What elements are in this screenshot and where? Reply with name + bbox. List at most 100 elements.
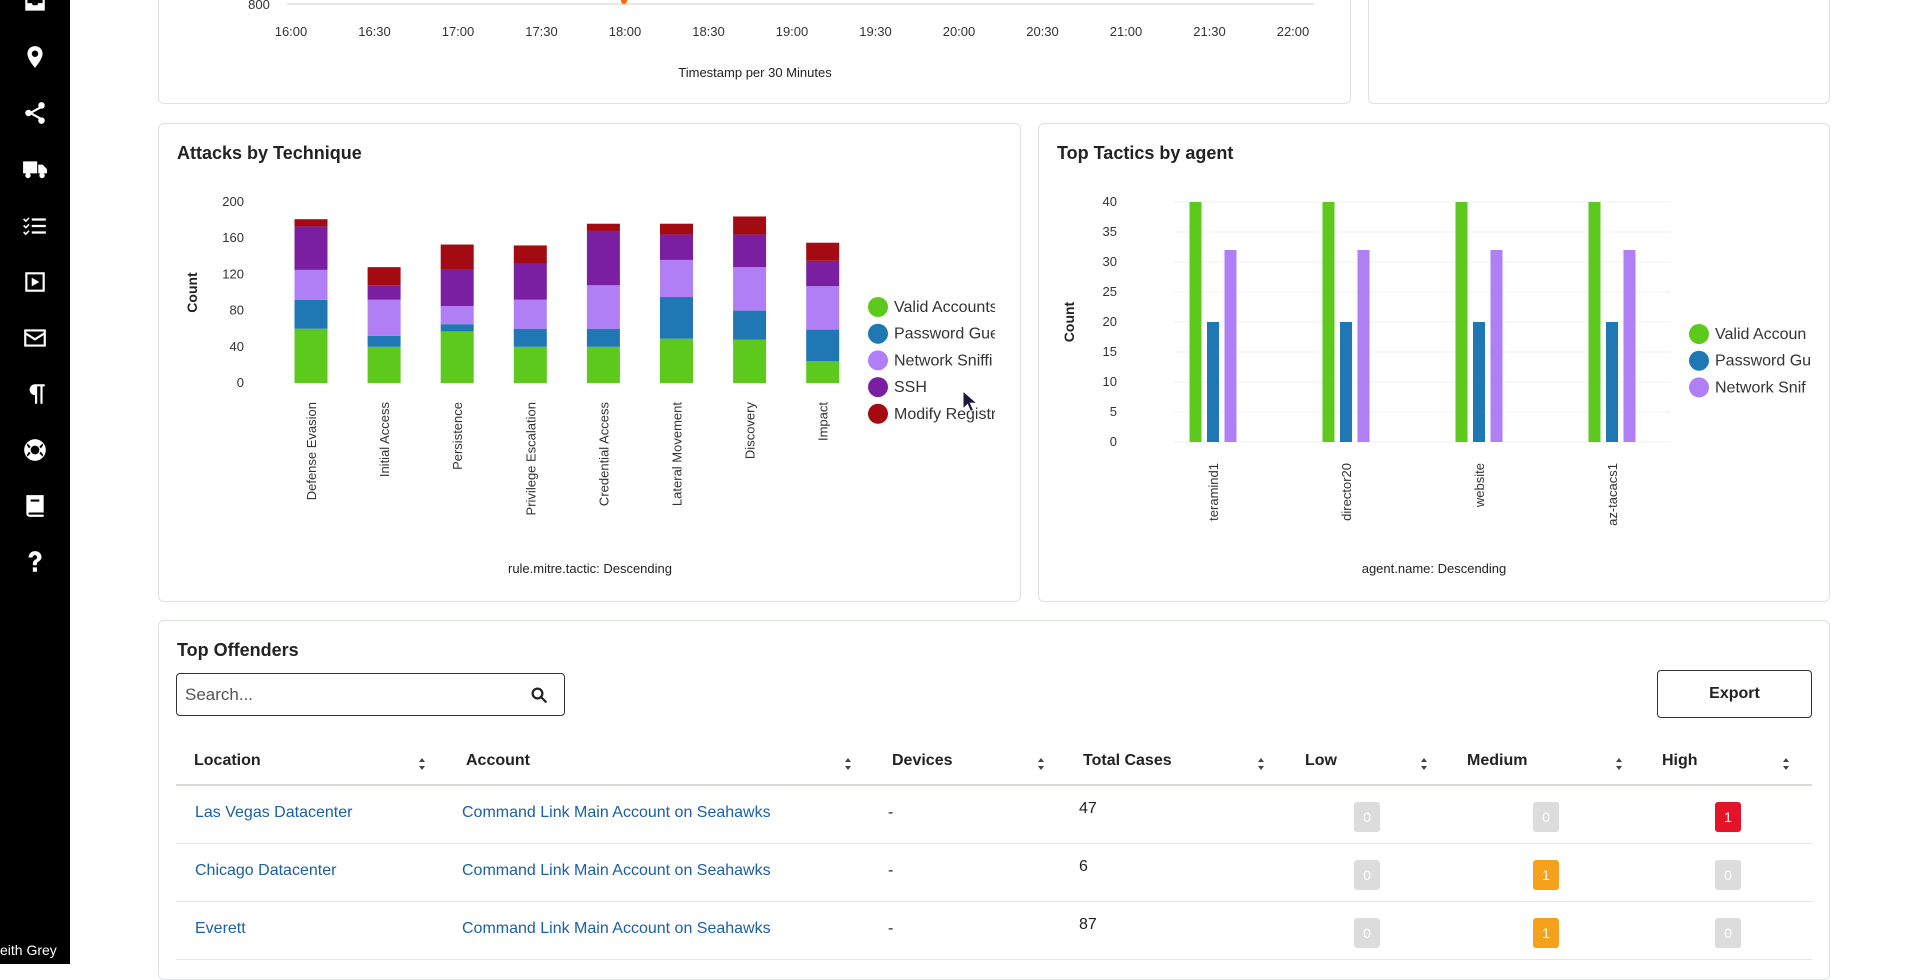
- bar-segment: [733, 234, 767, 268]
- legend-swatch: [868, 403, 888, 424]
- bar-segment: [367, 267, 401, 286]
- location-pin-icon[interactable]: [19, 41, 51, 73]
- sort-icon[interactable]: [1419, 756, 1429, 772]
- y-tick-label: 40: [1103, 194, 1117, 209]
- column-header-location[interactable]: Location: [194, 752, 261, 769]
- bar-segment: [806, 260, 840, 287]
- search-icon[interactable]: [530, 686, 548, 704]
- sort-icon[interactable]: [1256, 756, 1266, 772]
- legend-label: Password Gu: [1715, 353, 1811, 370]
- legend-swatch: [868, 377, 888, 398]
- bar: [1623, 250, 1636, 442]
- paragraph-icon[interactable]: [19, 378, 51, 410]
- lifebuoy-icon[interactable]: [19, 434, 51, 466]
- y-tick-label: 0: [237, 375, 244, 390]
- account-link[interactable]: Command Link Main Account on Seahawks: [462, 920, 771, 937]
- search-input[interactable]: [185, 682, 515, 708]
- bar: [1322, 202, 1335, 442]
- y-tick-label: 5: [1110, 404, 1117, 419]
- x-tick-label: Privilege Escalation: [523, 402, 538, 515]
- bar-segment: [367, 335, 401, 347]
- side-panel: [1368, 0, 1830, 104]
- legend-swatch: [1689, 324, 1709, 344]
- x-tick-label: 20:00: [943, 24, 976, 39]
- legend-label: Network Snif: [1715, 379, 1806, 396]
- x-tick-label: Credential Access: [596, 402, 611, 507]
- book-icon[interactable]: [19, 490, 51, 522]
- column-header-medium[interactable]: Medium: [1467, 752, 1528, 769]
- column-header-account[interactable]: Account: [466, 752, 530, 769]
- sidebar: eith Grey: [0, 0, 70, 964]
- user-name: eith Grey: [0, 942, 57, 958]
- x-tick-label: 22:00: [1277, 24, 1310, 39]
- total-cases-value: 6: [1079, 858, 1088, 875]
- bar-segment: [660, 338, 693, 383]
- truck-icon[interactable]: [19, 153, 51, 185]
- bar: [1357, 250, 1370, 442]
- timeline-panel: 800 16:00 16:30 17:00 17:30 18:00 18:30 19:00 19…: [158, 0, 1351, 104]
- x-tick-label: 18:30: [692, 24, 725, 39]
- timeline-chart: 800 16:00 16:30 17:00 17:30 18:00 18:30 19:00 19…: [248, 0, 1314, 80]
- bar: [1606, 322, 1618, 442]
- y-tick-label: 200: [222, 194, 244, 209]
- x-tick-label: 17:30: [525, 24, 558, 39]
- x-axis-title: agent.name: Descending: [1362, 561, 1507, 576]
- export-button[interactable]: Export: [1657, 670, 1812, 718]
- sort-icon[interactable]: [417, 756, 427, 772]
- legend-label: Modify Registr: [894, 406, 997, 423]
- inbox-icon[interactable]: [19, 0, 51, 18]
- total-cases-value: 87: [1079, 916, 1097, 933]
- column-header-devices[interactable]: Devices: [892, 752, 953, 769]
- column-header-low[interactable]: Low: [1305, 752, 1337, 769]
- account-link[interactable]: Command Link Main Account on Seahawks: [462, 862, 771, 879]
- location-link[interactable]: Chicago Datacenter: [195, 862, 337, 879]
- search-field: [176, 673, 565, 716]
- y-tick-label: 160: [222, 230, 244, 245]
- offenders-table: Location Account Devices Total Cases Low…: [176, 742, 1812, 960]
- table-row[interactable]: Everett Command Link Main Account on Sea…: [176, 902, 1812, 960]
- tactics-chart: 0 5 10 15 20 25 30 35 40 Count teramind1 director20…: [1061, 194, 1811, 576]
- legend-label: SSH: [894, 379, 927, 396]
- bar-segment: [513, 245, 547, 264]
- table-row[interactable]: Las Vegas Datacenter Command Link Main A…: [176, 786, 1812, 844]
- medium-count-badge: 1: [1533, 918, 1559, 948]
- y-tick-label: 35: [1103, 224, 1117, 239]
- bar-segment: [660, 234, 693, 260]
- bar-segment: [586, 346, 620, 383]
- x-tick-label: Lateral Movement: [670, 402, 685, 506]
- x-tick-label: Defense Evasion: [304, 402, 319, 500]
- share-icon[interactable]: [19, 97, 51, 129]
- column-header-total-cases[interactable]: Total Cases: [1083, 752, 1172, 769]
- bar-segment: [660, 297, 693, 339]
- column-header-high[interactable]: High: [1662, 752, 1698, 769]
- x-tick-label: Persistence: [450, 402, 465, 470]
- legend-swatch: [868, 323, 888, 344]
- technique-chart-title: Attacks by Technique: [177, 143, 362, 163]
- high-count-badge: 0: [1715, 918, 1741, 948]
- sort-icon[interactable]: [1036, 756, 1046, 772]
- table-row[interactable]: Chicago Datacenter Command Link Main Acc…: [176, 844, 1812, 902]
- bar-segment: [513, 263, 547, 300]
- bar: [1473, 322, 1485, 442]
- x-tick-label: Initial Access: [377, 402, 392, 478]
- location-link[interactable]: Everett: [195, 920, 246, 937]
- sort-icon[interactable]: [1614, 756, 1624, 772]
- task-list-icon[interactable]: [19, 210, 51, 242]
- bar: [1490, 250, 1503, 442]
- play-square-icon[interactable]: [19, 266, 51, 298]
- y-tick-label: 80: [230, 303, 244, 318]
- location-link[interactable]: Las Vegas Datacenter: [195, 804, 353, 821]
- help-icon[interactable]: [19, 546, 51, 578]
- account-link[interactable]: Command Link Main Account on Seahawks: [462, 804, 771, 821]
- table-header: Location Account Devices Total Cases Low…: [176, 742, 1812, 786]
- bar-segment: [733, 216, 767, 235]
- sort-icon[interactable]: [1781, 756, 1791, 772]
- bar-segment: [733, 339, 767, 383]
- x-tick-label: website: [1472, 463, 1487, 508]
- bar-segment: [440, 324, 474, 332]
- mail-icon[interactable]: [19, 322, 51, 354]
- sort-icon[interactable]: [843, 756, 853, 772]
- x-tick-label: az-tacacs1: [1605, 463, 1620, 526]
- bar-segment: [440, 244, 474, 270]
- legend-swatch: [1689, 377, 1709, 398]
